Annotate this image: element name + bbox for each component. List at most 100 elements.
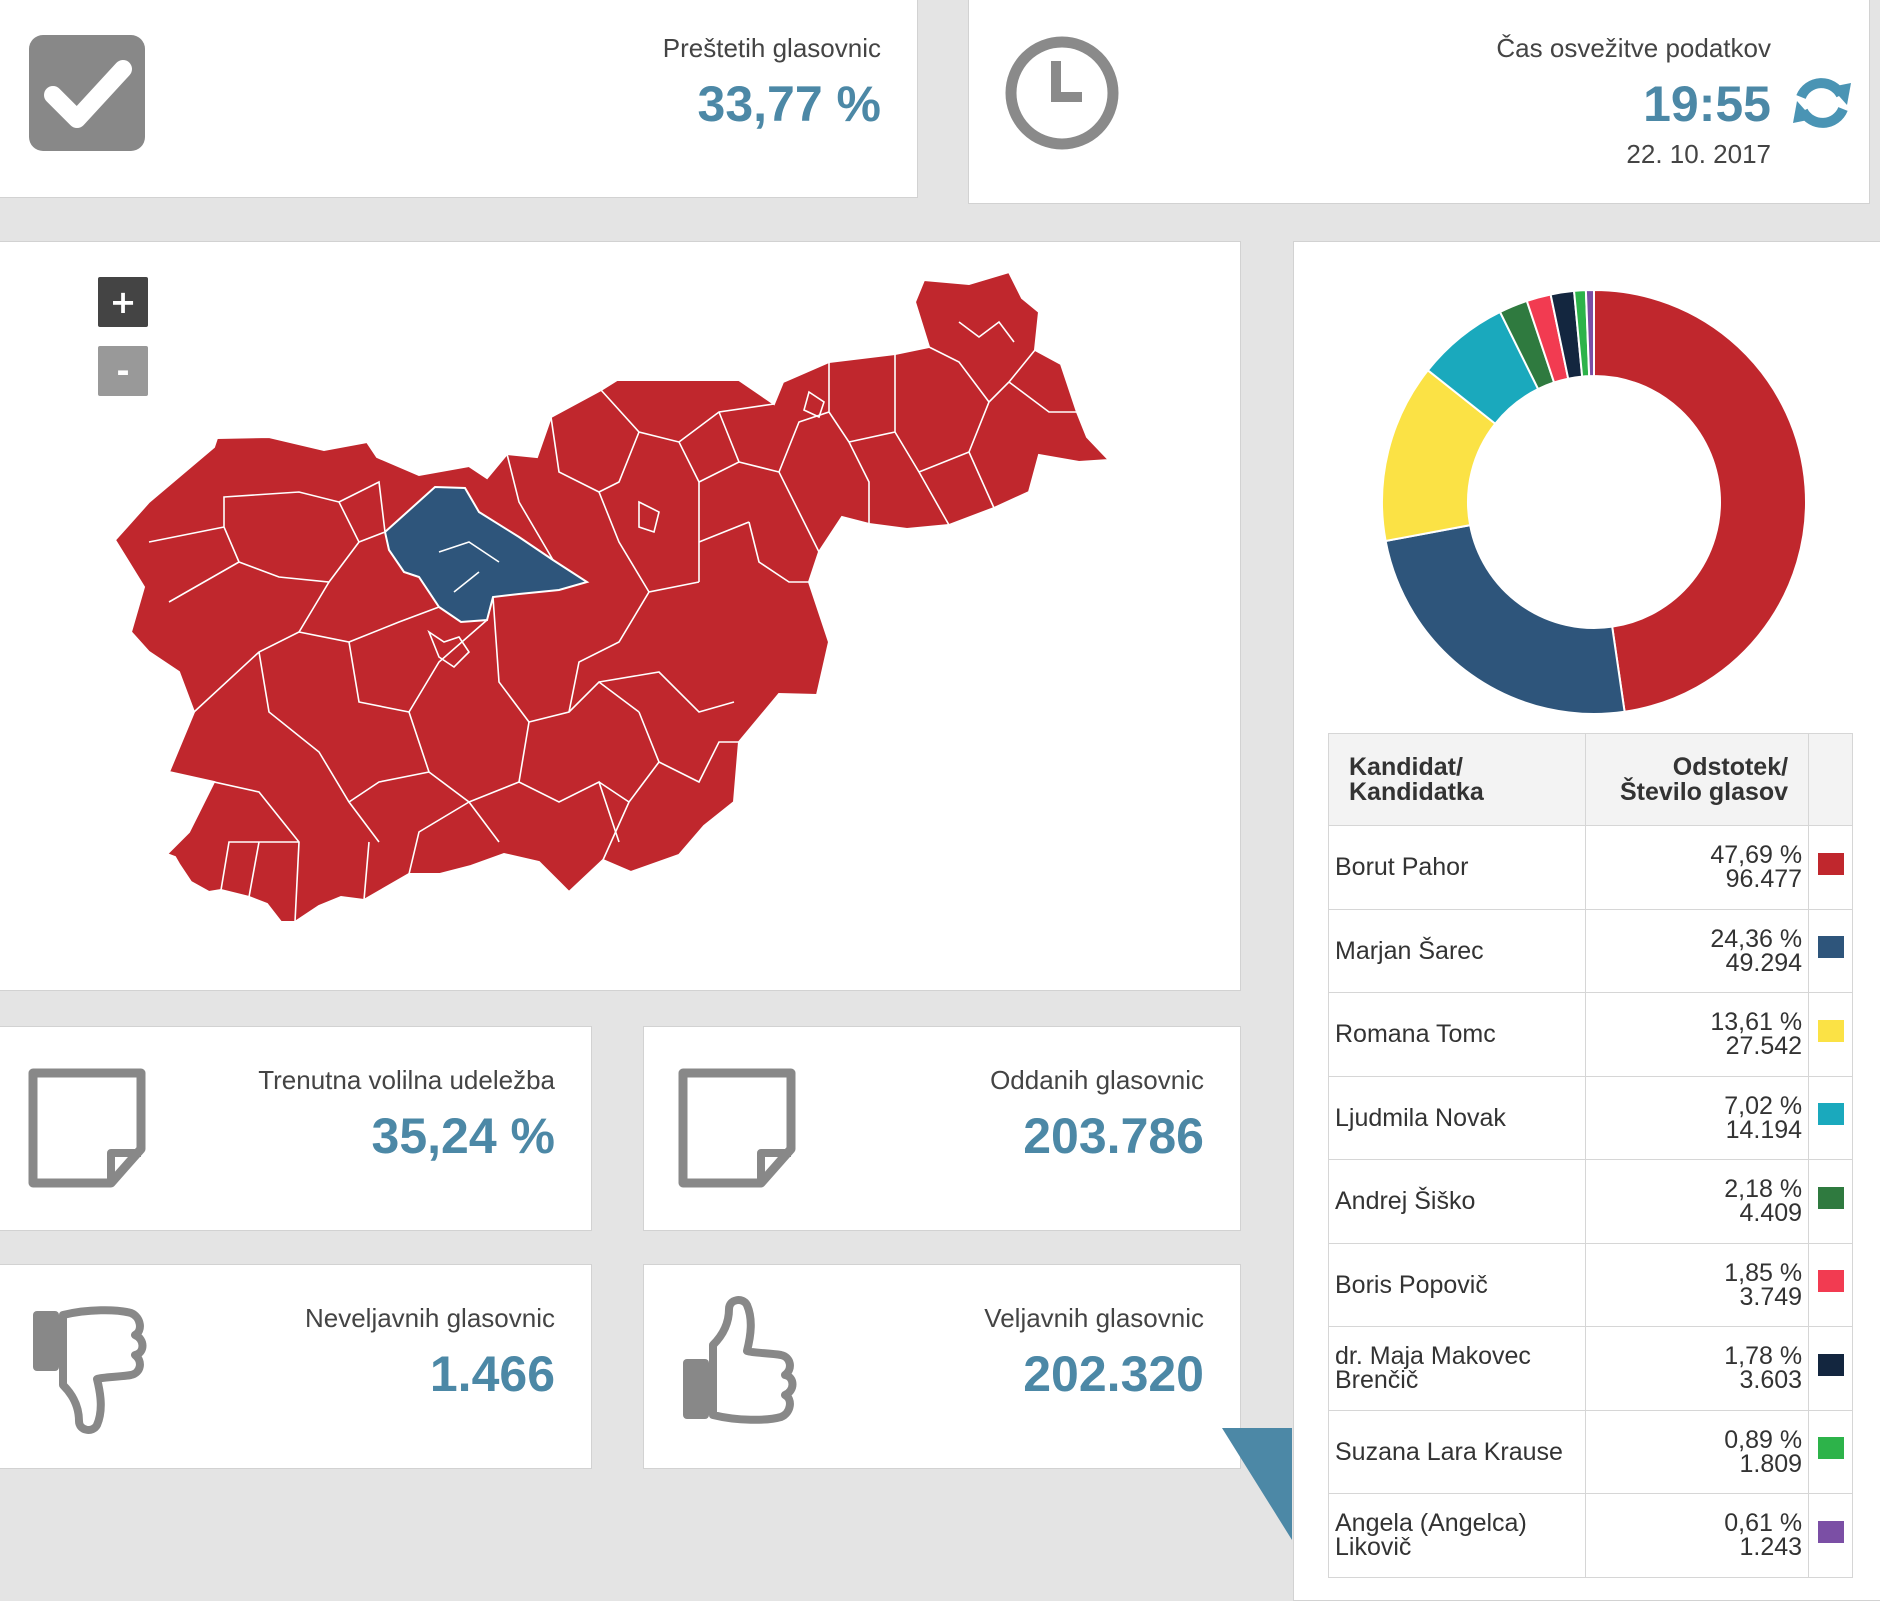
table-row: Suzana Lara Krause 0,89 % 1.809 (1328, 1409, 1853, 1494)
candidate-name: Romana Tomc (1328, 992, 1586, 1077)
candidate-result: 24,36 % 49.294 (1584, 908, 1810, 993)
candidate-color (1808, 992, 1853, 1077)
refresh-icon[interactable] (1791, 73, 1853, 138)
candidate-color (1808, 1075, 1853, 1160)
table-row: dr. Maja Makovec Brenčič 1,78 % 3.603 (1328, 1326, 1853, 1411)
candidate-name: Suzana Lara Krause (1328, 1409, 1586, 1494)
color-swatch (1817, 1103, 1844, 1126)
color-swatch (1817, 1270, 1844, 1293)
header-color (1808, 733, 1853, 826)
refresh-time: 19:55 (1643, 76, 1771, 132)
table-row: Angela (Angelca) Likovič 0,61 % 1.243 (1328, 1493, 1853, 1578)
percent-label: 1,85 % (1724, 1258, 1803, 1287)
candidate-result: 1,85 % 3.749 (1584, 1242, 1810, 1327)
clock-icon (1002, 33, 1122, 158)
votes-label: 1.243 (1739, 1533, 1803, 1562)
candidate-result: 47,69 % 96.477 (1584, 825, 1810, 910)
candidate-color (1808, 1326, 1853, 1411)
candidate-color (1808, 1409, 1853, 1494)
header-candidate: Kandidat/ Kandidatka (1328, 733, 1586, 826)
candidate-result: 7,02 % 14.194 (1584, 1075, 1810, 1160)
percent-label: 47,69 % (1710, 841, 1803, 870)
invalid-ballots-label: Neveljavnih glasovnic (304, 1303, 555, 1333)
zoom-in-button[interactable]: + (98, 277, 148, 327)
zoom-out-button[interactable]: - (98, 346, 148, 396)
donut-slice[interactable] (1584, 288, 1595, 378)
map-card[interactable]: + - (0, 241, 1241, 991)
candidate-name: Borut Pahor (1328, 825, 1586, 910)
refresh-date: 22. 10. 2017 (1626, 139, 1771, 169)
votes-label: 3.603 (1739, 1366, 1803, 1395)
votes-label: 14.194 (1725, 1115, 1803, 1144)
document-icon (677, 1067, 797, 1196)
results-card: Kandidat/ Kandidatka Odstotek/ Število g… (1293, 241, 1880, 1601)
candidate-name: dr. Maja Makovec Brenčič (1328, 1326, 1586, 1411)
results-donut-chart (1381, 288, 1807, 715)
turnout-label: Trenutna volilna udeležba (258, 1065, 555, 1095)
refresh-label: Čas osvežitve podatkov (1496, 33, 1771, 63)
map-region-main (113, 270, 1112, 923)
table-row: Boris Popovič 1,85 % 3.749 (1328, 1242, 1853, 1327)
donut-slice[interactable] (1384, 523, 1626, 715)
invalid-ballots-card: Neveljavnih glasovnic 1.466 (0, 1264, 592, 1469)
candidate-color (1808, 1493, 1853, 1578)
valid-ballots-label: Veljavnih glasovnic (984, 1303, 1204, 1333)
color-swatch (1817, 936, 1844, 959)
color-swatch (1817, 1186, 1844, 1209)
percent-label: 2,18 % (1724, 1175, 1803, 1204)
thumbs-down-icon (27, 1303, 151, 1442)
table-row: Romana Tomc 13,61 % 27.542 (1328, 992, 1853, 1077)
counted-value: 33,77 % (697, 76, 881, 132)
document-icon (27, 1067, 147, 1196)
cast-ballots-card: Oddanih glasovnic 203.786 (643, 1026, 1241, 1231)
corner-flag (1222, 1428, 1292, 1540)
valid-ballots-value: 202.320 (1023, 1346, 1204, 1402)
municipality-borders (148, 320, 1077, 923)
slovenia-map[interactable] (0, 242, 1242, 992)
table-row: Borut Pahor 47,69 % 96.477 (1328, 825, 1853, 910)
candidate-name: Angela (Angelca) Likovič (1328, 1493, 1586, 1578)
candidate-name: Ljudmila Novak (1328, 1075, 1586, 1160)
votes-label: 96.477 (1725, 865, 1803, 894)
invalid-ballots-value: 1.466 (429, 1346, 555, 1402)
candidate-name: Boris Popovič (1328, 1242, 1586, 1327)
donut-slice[interactable] (1593, 288, 1807, 713)
header-result: Odstotek/ Število glasov (1584, 733, 1810, 826)
candidate-result: 2,18 % 4.409 (1584, 1159, 1810, 1244)
counted-ballots-card: Preštetih glasovnic 33,77 % (0, 0, 918, 198)
percent-label: 24,36 % (1710, 924, 1803, 953)
votes-label: 3.749 (1739, 1282, 1803, 1311)
percent-label: 0,61 % (1724, 1509, 1803, 1538)
thumbs-up-icon (677, 1293, 801, 1432)
checkbox-check-icon (27, 33, 147, 158)
percent-label: 7,02 % (1724, 1091, 1803, 1120)
votes-label: 49.294 (1725, 948, 1803, 977)
color-swatch (1817, 852, 1844, 875)
cast-ballots-value: 203.786 (1023, 1108, 1204, 1164)
percent-label: 0,89 % (1724, 1425, 1803, 1454)
candidate-name: Marjan Šarec (1328, 908, 1586, 993)
color-swatch (1817, 1437, 1844, 1460)
counted-label: Preštetih glasovnic (662, 33, 881, 63)
votes-label: 4.409 (1739, 1199, 1803, 1228)
candidate-name: Andrej Šiško (1328, 1159, 1586, 1244)
percent-label: 13,61 % (1710, 1008, 1803, 1037)
table-row: Andrej Šiško 2,18 % 4.409 (1328, 1159, 1853, 1244)
turnout-value: 35,24 % (371, 1108, 555, 1164)
valid-ballots-card: Veljavnih glasovnic 202.320 (643, 1264, 1241, 1469)
candidate-result: 0,89 % 1.809 (1584, 1409, 1810, 1494)
results-table-header: Kandidat/ Kandidatka Odstotek/ Število g… (1328, 733, 1853, 826)
votes-label: 1.809 (1739, 1449, 1803, 1478)
cast-ballots-label: Oddanih glasovnic (990, 1065, 1204, 1095)
map-region-secondary (383, 485, 590, 624)
votes-label: 27.542 (1725, 1032, 1803, 1061)
color-swatch (1817, 1520, 1844, 1543)
candidate-color (1808, 1159, 1853, 1244)
percent-label: 1,78 % (1724, 1342, 1803, 1371)
color-swatch (1817, 1353, 1844, 1376)
refresh-time-card: Čas osvežitve podatkov 19:55 22. 10. 201… (968, 0, 1870, 204)
table-row: Ljudmila Novak 7,02 % 14.194 (1328, 1075, 1853, 1160)
candidate-result: 1,78 % 3.603 (1584, 1326, 1810, 1411)
candidate-color (1808, 908, 1853, 993)
candidate-color (1808, 1242, 1853, 1327)
